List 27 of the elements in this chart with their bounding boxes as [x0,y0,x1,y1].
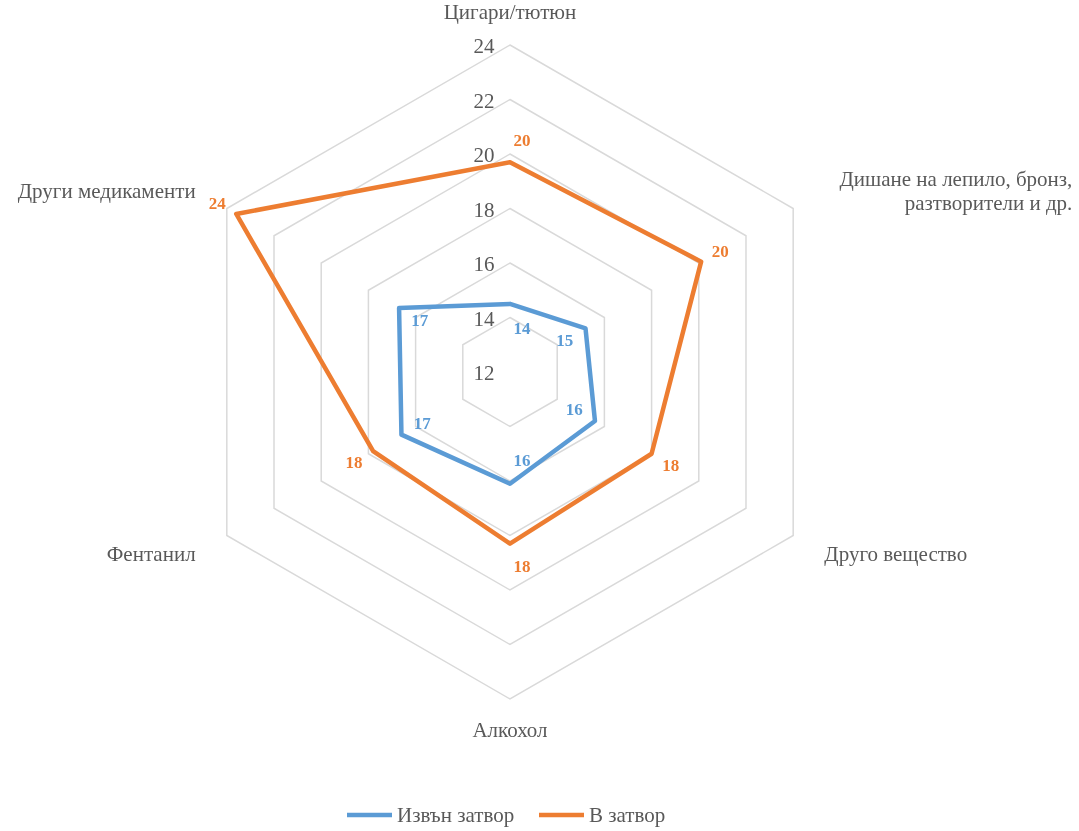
data-label: 14 [513,318,531,338]
spoke-label: Друго вещество [824,541,968,566]
legend-label: В затвор [589,803,666,827]
data-label: 17 [413,413,432,433]
y-tick-label: 20 [473,143,495,167]
data-label: 18 [345,453,363,473]
data-label: 15 [556,331,574,351]
data-label: 16 [565,400,583,420]
data-label: 18 [513,556,531,576]
y-tick-label: 22 [473,88,495,113]
y-tick-label: 16 [473,252,495,276]
spoke-label: Фентанил [106,541,196,566]
y-tick-label: 14 [473,306,495,331]
spoke-label: Други медикаменти [17,178,196,203]
data-label: 20 [711,241,729,261]
data-label: 16 [513,450,531,470]
legend-label: Извън затвор [397,803,515,827]
data-label: 17 [411,310,429,330]
spoke-label: Цигари/тютюн [443,0,577,24]
data-label: 24 [208,193,227,213]
spoke-label: Алкохол [472,718,548,742]
spoke-label: Дишане на лепило, бронз, разтворители и др. [839,166,1073,215]
y-tick-label: 18 [473,197,495,222]
y-tick-label: 12 [473,361,495,385]
data-label: 18 [662,455,680,475]
data-label: 20 [513,131,531,151]
y-tick-label: 24 [473,34,495,58]
